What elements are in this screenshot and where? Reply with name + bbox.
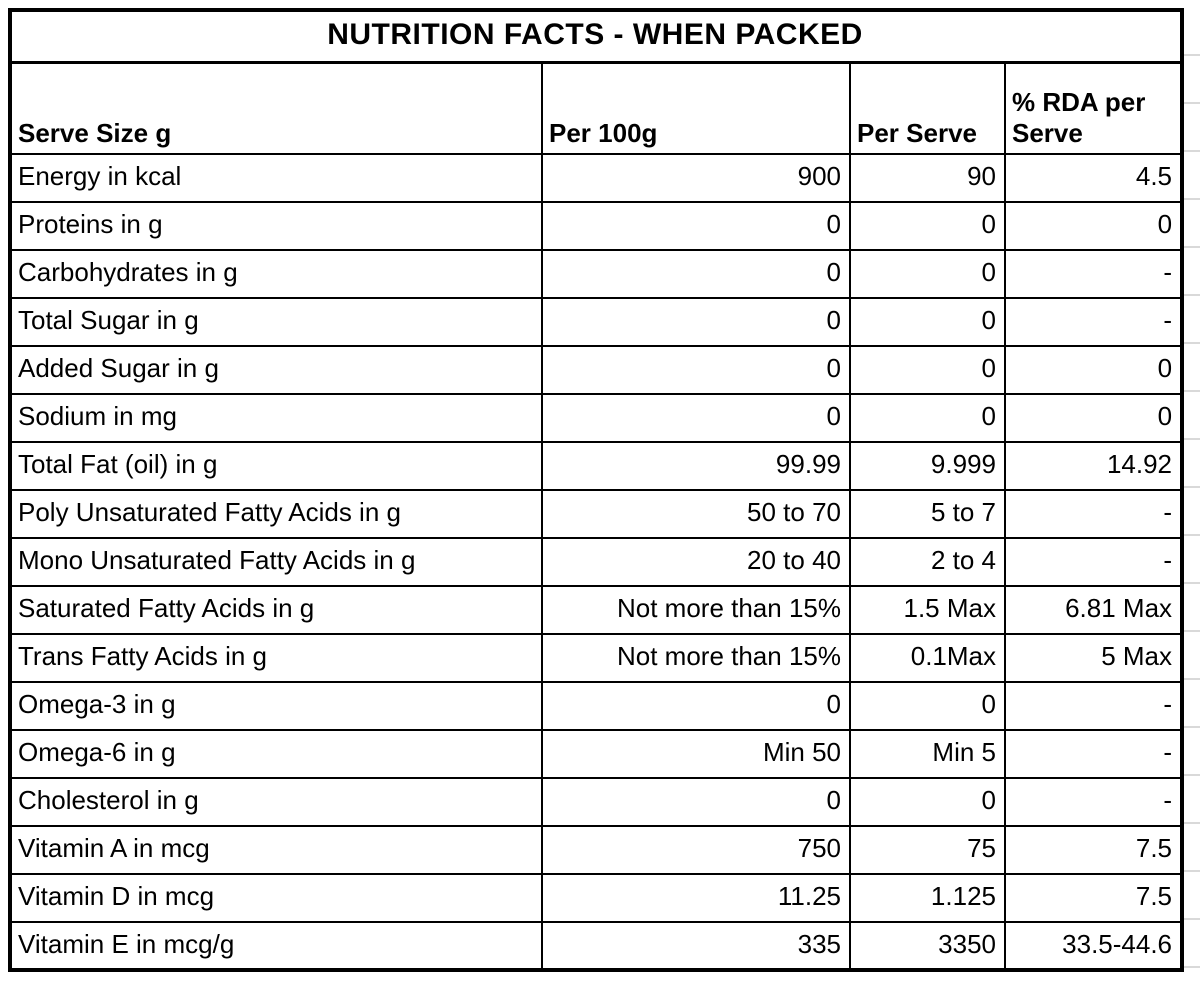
rda-value: - [1003,489,1184,539]
per-serve-value: 1.5 Max [849,585,1006,635]
per-serve-value: Min 5 [849,729,1006,779]
per-100g-value: 0 [541,201,851,251]
header-per-100g: Per 100g [541,61,851,155]
row-label: Vitamin D in mcg [9,873,543,923]
table-row: Saturated Fatty Acids in g Not more than … [9,585,1184,635]
table-row: Omega-6 in g Min 50 Min 5- [9,729,1184,779]
per-serve-value: 9.999 [849,441,1006,491]
rda-value: 0 [1003,345,1184,395]
table-title: NUTRITION FACTS - WHEN PACKED [8,9,1184,64]
per-serve-value: 0 [849,681,1006,731]
row-label: Trans Fatty Acids in g [9,633,543,683]
per-serve-value: 0 [849,345,1006,395]
per-100g-value: 335 [541,921,851,971]
per-serve-value: 75 [849,825,1006,875]
nutrition-table: NUTRITION FACTS - WHEN PACKED Serve Size… [8,8,1185,972]
per-serve-value: 0 [849,393,1006,443]
per-100g-value: 20 to 40 [541,537,851,587]
rda-value: 5 Max [1003,633,1184,683]
row-label: Poly Unsaturated Fatty Acids in g [9,489,543,539]
row-label: Added Sugar in g [9,345,543,395]
header-per-serve: Per Serve [849,61,1006,155]
header-row: Serve Size g Per 100g Per Serve % RDA pe… [9,61,1184,155]
rda-value: 7.5 [1003,825,1184,875]
table-row: Energy in kcal 900 90 4.5 [9,153,1184,203]
table-body: Energy in kcal 900 90 4.5 Proteins in g 0 0 0 Ca… [9,153,1184,971]
rda-value: 14.92 [1003,441,1184,491]
table-row: Vitamin D in mcg 11.25 1.125 7.5 [9,873,1184,923]
per-100g-value: Not more than 15% [541,633,851,683]
per-serve-value: 0 [849,777,1006,827]
per-100g-value: 0 [541,297,851,347]
rda-value: - [1003,249,1184,299]
per-100g-value: 99.99 [541,441,851,491]
row-label: Sodium in mg [9,393,543,443]
rda-value: - [1003,681,1184,731]
rda-value: 0 [1003,201,1184,251]
per-100g-value: 0 [541,345,851,395]
table-row: Vitamin A in mcg 750 75 7.5 [9,825,1184,875]
per-serve-value: 3350 [849,921,1006,971]
rda-value: 0 [1003,393,1184,443]
row-label: Omega-3 in g [9,681,543,731]
table-row: Total Fat (oil) in g 99.99 9.999 14.92 [9,441,1184,491]
row-label: Proteins in g [9,201,543,251]
spreadsheet-gridlines [1180,8,1200,982]
per-100g-value: Min 50 [541,729,851,779]
rda-value: - [1003,777,1184,827]
per-100g-value: 0 [541,777,851,827]
per-100g-value: Not more than 15% [541,585,851,635]
row-label: Total Fat (oil) in g [9,441,543,491]
table-row: Vitamin E in mcg/g 335 3350 33.5-44.6 [9,921,1184,971]
row-label: Omega-6 in g [9,729,543,779]
rda-value: 7.5 [1003,873,1184,923]
per-100g-value: 0 [541,249,851,299]
per-serve-value: 2 to 4 [849,537,1006,587]
per-100g-value: 0 [541,393,851,443]
rda-value: 33.5-44.6 [1003,921,1184,971]
rda-value: 4.5 [1003,153,1184,203]
per-100g-value: 50 to 70 [541,489,851,539]
per-serve-value: 0 [849,201,1006,251]
per-serve-value: 1.125 [849,873,1006,923]
per-serve-value: 0.1Max [849,633,1006,683]
per-100g-value: 0 [541,681,851,731]
row-label: Carbohydrates in g [9,249,543,299]
rda-value: 6.81 Max [1003,585,1184,635]
row-label: Energy in kcal [9,153,543,203]
per-serve-value: 90 [849,153,1006,203]
row-label: Cholesterol in g [9,777,543,827]
row-label: Mono Unsaturated Fatty Acids in g [9,537,543,587]
title-row: NUTRITION FACTS - WHEN PACKED [8,9,1184,64]
row-label: Saturated Fatty Acids in g [9,585,543,635]
rda-value: - [1003,537,1184,587]
table-row: Sodium in mg 0 0 0 [9,393,1184,443]
per-serve-value: 0 [849,249,1006,299]
header-rda-per-serve: % RDA per Serve [1003,61,1184,155]
rda-value: - [1003,729,1184,779]
row-label: Total Sugar in g [9,297,543,347]
per-serve-value: 0 [849,297,1006,347]
rda-value: - [1003,297,1184,347]
per-100g-value: 900 [541,153,851,203]
header-serve-size: Serve Size g [9,61,543,155]
row-label: Vitamin A in mcg [9,825,543,875]
per-100g-value: 750 [541,825,851,875]
table-row: Mono Unsaturated Fatty Acids in g 20 to 4… [9,537,1184,587]
row-label: Vitamin E in mcg/g [9,921,543,971]
per-serve-value: 5 to 7 [849,489,1006,539]
table-row: Poly Unsaturated Fatty Acids in g 50 to 7… [9,489,1184,539]
table-row: Trans Fatty Acids in g Not more than 15% 0… [9,633,1184,683]
per-100g-value: 11.25 [541,873,851,923]
